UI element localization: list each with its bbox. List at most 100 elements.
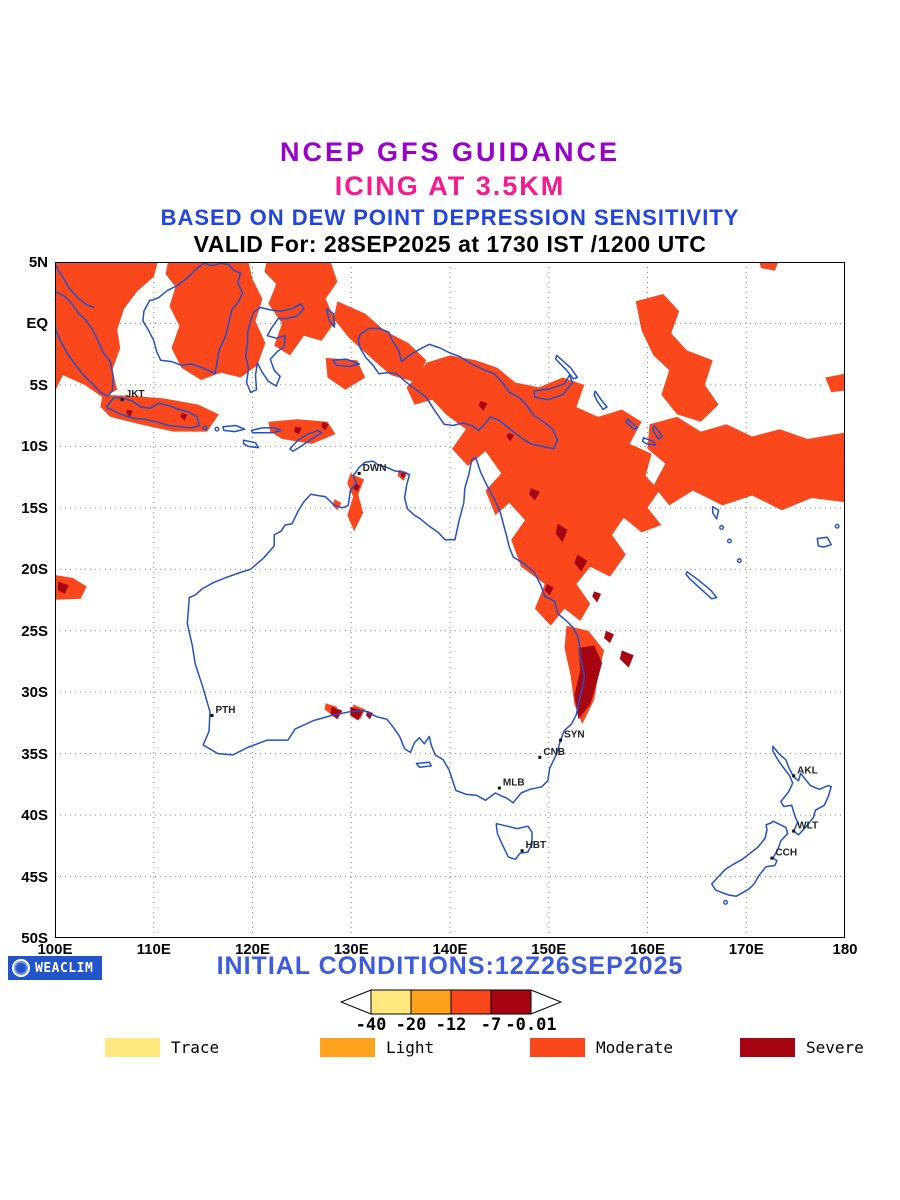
coastline <box>331 358 360 368</box>
colorbar-left-arrow <box>340 989 372 1015</box>
city-marker-AKL <box>792 774 796 778</box>
weaclim-logo-text: WEACLIM <box>35 960 94 976</box>
coastline <box>816 536 832 548</box>
coastline <box>495 822 533 861</box>
colorbar-segment-1 <box>410 989 452 1015</box>
colorbar-tick--40: -40 <box>355 1015 387 1035</box>
coastline <box>186 456 586 804</box>
icing-moderate-area <box>165 262 266 380</box>
icing-severe-area <box>58 581 69 594</box>
lon-tick-110E: 110E <box>136 941 171 958</box>
icing-moderate-area <box>55 574 87 600</box>
city-marker-DWN <box>357 471 361 475</box>
icing-severe-area <box>321 421 329 431</box>
island-outline <box>726 538 732 544</box>
coastline <box>325 307 336 328</box>
lat-tick-30S: 30S <box>21 684 48 702</box>
lat-tick-35S: 35S <box>21 745 48 763</box>
initial-conditions-text: INITIAL CONDITIONS:12Z26SEP2025 <box>216 952 684 980</box>
legend-swatch-severe <box>740 1038 795 1057</box>
icing-moderate-area <box>333 301 427 383</box>
lat-tick-15S: 15S <box>21 499 48 517</box>
city-label-CNB: CNB <box>543 747 565 758</box>
city-label-DWN: DWN <box>363 463 387 474</box>
coastline <box>710 820 789 897</box>
legend-swatch-trace <box>105 1038 160 1057</box>
icing-moderate-area <box>100 394 219 432</box>
colorbar-segment-0 <box>370 989 412 1015</box>
icing-moderate-area <box>825 373 845 393</box>
city-marker-MLB <box>497 786 501 790</box>
coastline <box>142 262 244 375</box>
island-outline <box>834 523 840 529</box>
icing-moderate-area <box>55 262 158 398</box>
icing-severe-area <box>604 630 614 643</box>
map-layers: JKT DWN PTH SYN CNB MLB HBT AKL WLT CCH <box>55 262 845 938</box>
lon-tick-160E: 160E <box>629 941 666 958</box>
lon-tick-140E: 140E <box>432 941 468 958</box>
coastline <box>711 505 720 520</box>
title-method: BASED ON DEW POINT DEPRESSION SENSITIVIT… <box>160 205 740 230</box>
city-marker-PTH <box>210 714 214 718</box>
lon-tick-130E: 130E <box>333 941 369 958</box>
colorbar-tick--12: -12 <box>435 1015 467 1035</box>
city-label-PTH: PTH <box>216 705 236 716</box>
coastline <box>242 439 260 449</box>
island-outline <box>723 899 729 905</box>
icing-severe-area <box>400 472 406 479</box>
city-marker-CNB <box>538 755 542 759</box>
lat-tick-5S: 5S <box>29 376 48 394</box>
weaclim-logo: WEACLIM <box>8 956 103 980</box>
lon-tick-150E: 150E <box>531 941 567 958</box>
legend-label: Moderate <box>596 1038 674 1057</box>
coastline <box>222 424 246 433</box>
coastline <box>533 374 574 401</box>
coastline <box>593 390 608 411</box>
coastline <box>357 327 559 450</box>
colorbar-segment-2 <box>450 989 492 1015</box>
legend-swatch-light <box>320 1038 375 1057</box>
icing-severe-area <box>555 523 568 543</box>
colorbar-tick--20: -20 <box>395 1015 427 1035</box>
city-marker-JKT <box>120 398 124 402</box>
lon-tick-100E: 100E <box>37 941 73 958</box>
city-label-JKT: JKT <box>126 389 145 400</box>
lat-tick-40S: 40S <box>21 807 48 825</box>
city-label-HBT: HBT <box>526 840 547 851</box>
lat-tick-50S: 50S <box>21 930 48 947</box>
lat-tick-25S: 25S <box>21 622 48 640</box>
lat-tick-45S: 45S <box>21 868 48 886</box>
city-label-MLB: MLB <box>503 778 525 789</box>
coastline <box>641 437 657 446</box>
coastline <box>625 418 639 430</box>
icing-moderate-area <box>759 262 779 271</box>
colorbar-tick--0.01: -0.01 <box>505 1015 557 1035</box>
map-plot: JKT DWN PTH SYN CNB MLB HBT AKL WLT CCH <box>55 262 845 938</box>
icing-severe-area <box>529 488 540 501</box>
coastline <box>772 745 832 836</box>
colorbar-right-arrow <box>530 989 562 1015</box>
icing-moderate-area <box>268 419 336 444</box>
coastline <box>250 427 282 434</box>
city-marker-HBT <box>520 849 524 853</box>
island-outline <box>214 426 220 432</box>
coastline <box>415 761 432 768</box>
city-label-SYN: SYN <box>564 730 585 741</box>
legend-label: Trace <box>171 1038 220 1057</box>
coastline <box>651 424 664 440</box>
legend-label: Light <box>386 1038 435 1057</box>
island-outline <box>736 558 742 564</box>
icing-severe-area <box>592 591 602 603</box>
icing-severe-area <box>180 413 188 421</box>
city-label-CCH: CCH <box>775 848 797 859</box>
title-valid-time: VALID For: 28SEP2025 at 1730 IST /1200 U… <box>193 231 707 257</box>
coastline <box>55 290 115 397</box>
city-marker-SYN <box>559 738 563 742</box>
island-outline <box>202 425 208 431</box>
icing-severe-area <box>544 584 554 596</box>
map-frame <box>55 262 845 938</box>
legend-swatch-moderate <box>530 1038 585 1057</box>
city-marker-WLT <box>792 829 796 833</box>
icing-moderate-area <box>332 499 342 511</box>
legend-label: Severe <box>806 1038 864 1057</box>
